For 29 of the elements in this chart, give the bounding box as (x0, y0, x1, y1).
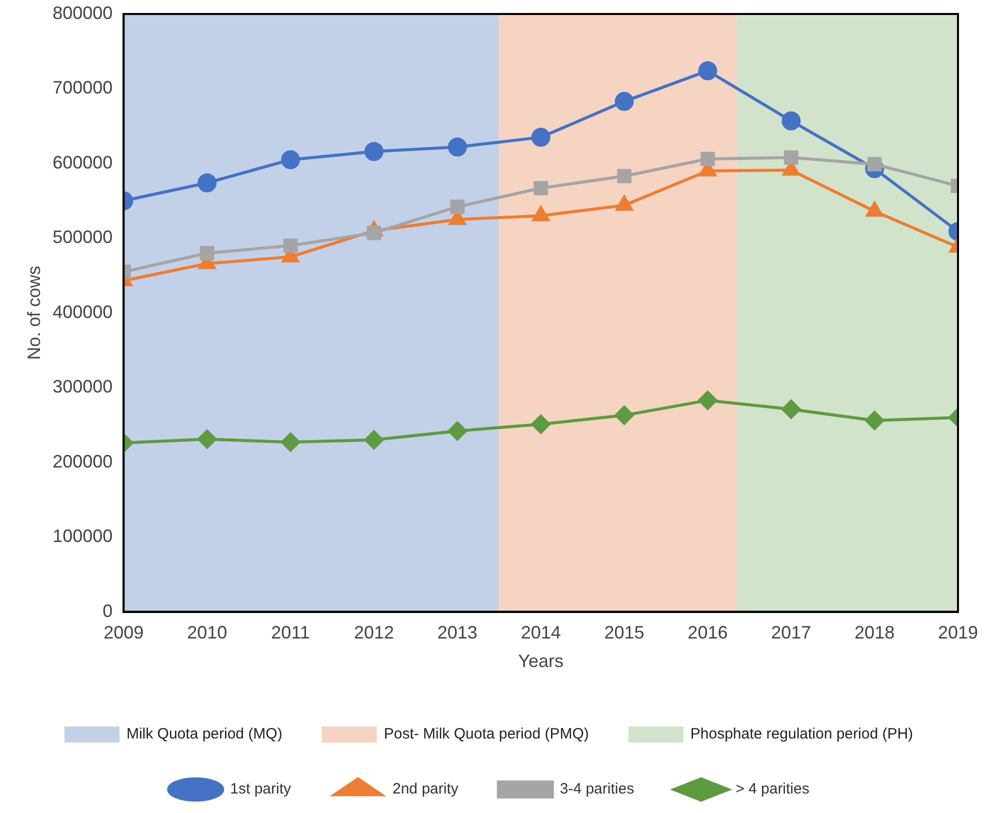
x-tick-label: 2014 (520, 622, 561, 643)
y-tick-label: 100000 (52, 526, 113, 546)
x-tick-label: 2009 (104, 622, 144, 643)
x-tick-label: 2018 (854, 622, 895, 643)
y-tick-label: 0 (102, 600, 113, 621)
y-tick-label: 400000 (52, 302, 113, 322)
y-tick-label: 200000 (52, 451, 113, 472)
x-tick-label: 2019 (938, 622, 978, 643)
y-tick-label: 800000 (52, 2, 113, 23)
y-axis-title: No. of cows (24, 266, 44, 360)
x-tick-label: 2012 (354, 622, 394, 643)
x-axis-title: Years (518, 651, 564, 672)
legend-label: 3-4 parities (560, 780, 634, 798)
x-tick-label: 2010 (187, 622, 228, 643)
y-tick-label: 600000 (52, 152, 113, 172)
legend-label: Post- Milk Quota period (PMQ) (384, 726, 589, 743)
x-tick-label: 2017 (771, 622, 812, 643)
y-tick-label: 700000 (52, 78, 113, 98)
y-tick-label: 500000 (52, 227, 113, 248)
legend-label: > 4 parities (736, 780, 810, 798)
x-tick-label: 2016 (688, 622, 728, 643)
legend-label: 2nd parity (392, 780, 459, 798)
x-tick-label: 2013 (437, 622, 478, 643)
legend-label: 1st parity (230, 780, 292, 798)
legend-label: Phosphate regulation period (PH) (690, 726, 914, 743)
x-tick-label: 2011 (271, 622, 310, 643)
x-tick-label: 2015 (604, 622, 644, 643)
y-tick-label: 300000 (52, 376, 113, 397)
legend-label: Milk Quota period (MQ) (126, 726, 282, 743)
